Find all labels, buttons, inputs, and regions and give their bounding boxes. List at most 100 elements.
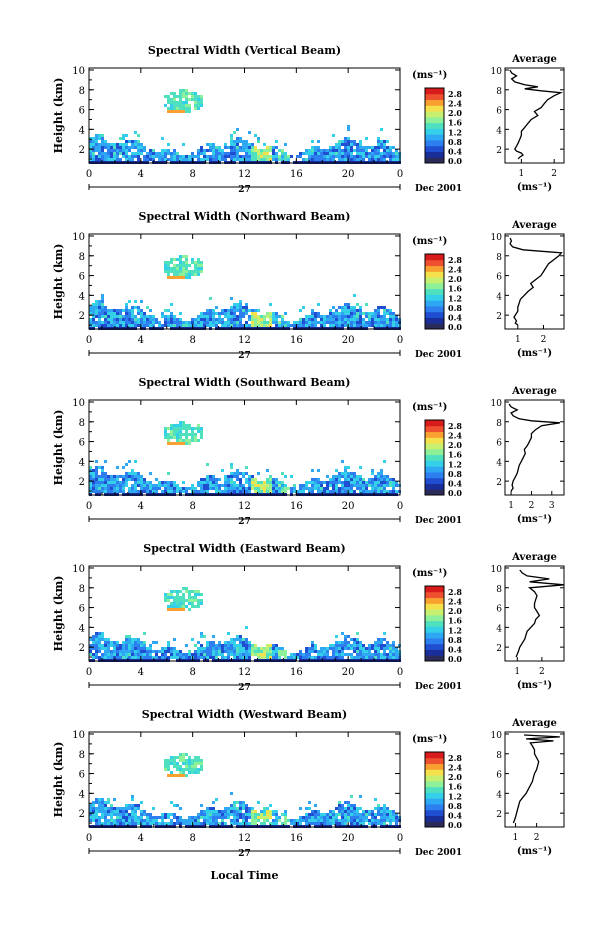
heatmap-cell [341,653,344,656]
heatmap-cell [359,309,362,312]
heatmap-cell [227,481,230,484]
heatmap-cell [119,309,122,312]
heatmap-cell [200,270,203,273]
heatmap-cell [239,303,242,306]
avg-y-tick-label: 2 [496,810,502,820]
heatmap-cell [92,478,95,481]
colorbar-tick-label: 2.8 [448,421,462,431]
heatmap-cell [113,484,116,487]
heatmap-cell [341,819,344,822]
heatmap-cell [290,656,293,659]
heatmap-cell [257,137,260,140]
heatmap-cell [356,487,359,490]
heatmap-cell [137,644,140,647]
heatmap-cell [137,312,140,315]
heatmap-cell [203,810,206,813]
x-axis-label: Local Time [211,869,279,882]
heatmap-cell [191,258,194,261]
heatmap-cell [173,759,176,762]
colorbar-swatch [425,757,444,765]
heatmap-cell [308,656,311,659]
heatmap-cell [338,487,341,490]
heatmap-cell [101,475,104,478]
x-tick-label: 20 [342,335,355,346]
heatmap-cell [191,819,194,822]
heatmap-cell [329,315,332,318]
heatmap-cell [113,490,116,493]
heatmap-cell [389,650,392,653]
heatmap-cell [263,324,266,327]
heatmap-cell [275,816,278,819]
heatmap-cell [284,155,287,158]
heatmap-cell [338,478,341,481]
heatmap-cell [158,158,161,161]
heatmap-cell [317,653,320,656]
heatmap-cell [176,653,179,656]
colorbar-swatch [425,620,444,627]
heatmap-cell [338,641,341,644]
heatmap-cell [170,762,173,765]
heatmap-cell [113,475,116,478]
heatmap-cell [374,487,377,490]
heatmap-cell [272,487,275,490]
heatmap-cell [281,152,284,155]
heatmap-cell [383,810,386,813]
heatmap-cell [176,324,179,327]
heatmap-cell [356,481,359,484]
heatmap-cell [251,487,254,490]
heatmap-cell [140,478,143,481]
heatmap-cell [311,641,314,644]
heatmap-cell [260,810,263,813]
heatmap-cell [134,460,137,463]
heatmap-cell [245,303,248,306]
heatmap-cell [380,490,383,493]
heatmap-cell [290,653,293,656]
heatmap-cell [272,321,275,324]
heatmap-cell [155,656,158,659]
heatmap-cell [302,490,305,493]
heatmap-cell [218,149,221,152]
heatmap-cell [389,644,392,647]
heatmap-cell [146,315,149,318]
heatmap-cell [224,478,227,481]
heatmap-cell [155,816,158,819]
heatmap-cell [389,155,392,158]
heatmap-cell [266,484,269,487]
heatmap-cell [299,324,302,327]
heatmap-cell [206,478,209,481]
heatmap-cell [191,318,194,321]
heatmap-cell [380,484,383,487]
heatmap-cell [98,143,101,146]
heatmap-cell [314,478,317,481]
heatmap-cell [98,146,101,149]
heatmap-cell [344,810,347,813]
heatmap-cell [332,324,335,327]
heatmap-cell [281,650,284,653]
heatmap-cell [179,273,182,276]
heatmap-cell [182,602,185,605]
heatmap-cell [218,484,221,487]
heatmap-cell [272,810,275,813]
heatmap-cell [179,312,182,315]
heatmap-cell [350,324,353,327]
heatmap-cell [269,813,272,816]
heatmap-cell [116,813,119,816]
heatmap-cell [185,768,188,771]
heatmap-cell [128,635,131,638]
heatmap-cell [380,478,383,481]
heatmap-cell [275,656,278,659]
heatmap-cell [302,324,305,327]
heatmap-cell [152,807,155,810]
heatmap-cell [239,801,242,804]
heatmap-cell [269,303,272,306]
heatmap-cell [164,261,167,264]
heatmap-cell [134,152,137,155]
heatmap-cell [119,324,122,327]
heatmap-cell [368,152,371,155]
heatmap-cell [110,650,113,653]
heatmap-cell [116,478,119,481]
heatmap-cell [218,315,221,318]
heatmap-cell [278,321,281,324]
heatmap-cell [110,816,113,819]
heatmap-cell [350,490,353,493]
